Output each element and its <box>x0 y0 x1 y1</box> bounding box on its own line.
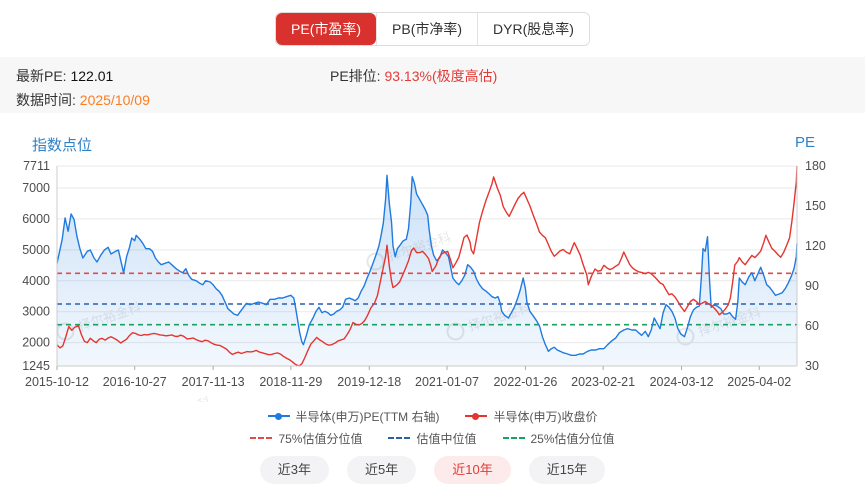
left-axis-tick-label: 6000 <box>22 212 50 226</box>
data-date-label: 数据时间: <box>16 92 76 108</box>
latest-pe-label: 最新PE: <box>16 68 67 84</box>
pe-rank: PE排位: 93.13%(极度高估) <box>330 66 497 86</box>
right-axis-tick-label: 90 <box>805 279 819 293</box>
left-axis-tick-label: 2000 <box>22 336 50 350</box>
right-axis-tick-label: 120 <box>805 239 826 253</box>
range-5y-button[interactable]: 近5年 <box>347 456 417 484</box>
right-axis-tick-label: 30 <box>805 359 819 373</box>
left-axis-tick-label: 5000 <box>22 243 50 257</box>
legend-price-label: 半导体(申万)收盘价 <box>493 409 598 424</box>
data-date-value: 2025/10/09 <box>79 92 150 108</box>
pe-rank-label: PE排位: <box>330 68 381 84</box>
left-axis-tick-label: 3000 <box>22 305 50 319</box>
pe-chart: 指数点位 PE 择尔裕金科择尔裕金科择尔裕金科择尔裕金科择尔裕金科择尔裕金科77… <box>0 126 865 402</box>
legend-item-p25[interactable]: 25%估值分位值 <box>502 430 615 447</box>
right-axis-tick-label: 150 <box>805 199 826 213</box>
legend-median-label: 估值中位值 <box>416 431 477 446</box>
x-axis-tick-label: 2015-10-12 <box>25 375 89 389</box>
x-axis-tick-label: 2017-11-13 <box>182 375 245 389</box>
range-buttons: 近3年 近5年 近10年 近15年 <box>0 456 865 484</box>
x-axis-tick-label: 2025-04-02 <box>727 375 791 389</box>
left-axis-tick-label: 4000 <box>22 274 50 288</box>
metric-tabbar: PE(市盈率) PB(市净率) DYR(股息率) <box>0 12 865 46</box>
right-axis-tick-label: 180 <box>805 159 826 173</box>
watermark: 择尔裕金科 <box>146 394 212 402</box>
range-10y-button[interactable]: 近10年 <box>434 456 511 484</box>
legend-item-median[interactable]: 估值中位值 <box>388 430 477 447</box>
tab-dyr[interactable]: DYR(股息率) <box>477 13 589 45</box>
svg-text:择尔裕金科: 择尔裕金科 <box>146 394 212 402</box>
x-axis-tick-label: 2019-12-18 <box>337 375 401 389</box>
x-axis-tick-label: 2024-03-12 <box>650 375 714 389</box>
x-axis-tick-label: 2018-11-29 <box>259 375 322 389</box>
pe-rank-value: 93.13%(极度高估) <box>384 68 498 84</box>
left-axis-tick-label: 1245 <box>22 359 50 373</box>
legend-p75-label: 75%估值分位值 <box>278 431 363 446</box>
legend-item-price[interactable]: 半导体(申万)收盘价 <box>465 408 597 425</box>
stats-band: 最新PE: 122.01 PE排位: 93.13%(极度高估) 数据时间: 20… <box>0 57 865 113</box>
left-axis-title: 指数点位 <box>32 137 93 154</box>
legend-pe-label: 半导体(申万)PE(TTM 右轴) <box>295 409 440 424</box>
legend-p25-label: 25%估值分位值 <box>530 431 615 446</box>
range-15y-button[interactable]: 近15年 <box>528 456 606 484</box>
median-dash-marker-icon <box>388 437 411 439</box>
pe-area <box>57 175 797 366</box>
right-axis-tick-label: 60 <box>805 319 819 333</box>
x-axis-tick-label: 2016-10-27 <box>103 375 167 389</box>
p75-dash-marker-icon <box>250 437 273 439</box>
chart-legend: 半导体(申万)PE(TTM 右轴) 半导体(申万)收盘价 75%估值分位值 估值… <box>0 405 865 449</box>
tab-pe[interactable]: PE(市盈率) <box>276 13 377 45</box>
latest-pe-value: 122.01 <box>70 68 114 84</box>
x-axis-tick-label: 2022-01-26 <box>493 375 557 389</box>
metric-tabgroup: PE(市盈率) PB(市净率) DYR(股息率) <box>275 12 590 46</box>
legend-item-p75[interactable]: 75%估值分位值 <box>250 430 362 447</box>
pe-chart-canvas: 择尔裕金科择尔裕金科择尔裕金科择尔裕金科择尔裕金科择尔裕金科7711700060… <box>22 159 826 402</box>
price-series-line <box>56 165 798 367</box>
x-axis-tick-label: 2023-02-21 <box>571 375 635 389</box>
pe-series-line <box>56 174 798 357</box>
p25-dash-marker-icon <box>502 437 525 439</box>
x-axis-tick-label: 2021-01-07 <box>415 375 479 389</box>
price-line-marker-icon <box>465 412 488 420</box>
tab-pb[interactable]: PB(市净率) <box>376 13 478 45</box>
latest-pe: 最新PE: 122.01 <box>16 66 113 86</box>
right-axis-title: PE <box>795 134 816 151</box>
pe-line-marker-icon <box>267 412 290 420</box>
data-date: 数据时间: 2025/10/09 <box>16 90 150 110</box>
left-axis-tick-label: 7711 <box>23 159 50 173</box>
left-axis-tick-label: 7000 <box>22 181 50 195</box>
legend-item-pe[interactable]: 半导体(申万)PE(TTM 右轴) <box>267 408 440 425</box>
range-3y-button[interactable]: 近3年 <box>259 456 330 484</box>
